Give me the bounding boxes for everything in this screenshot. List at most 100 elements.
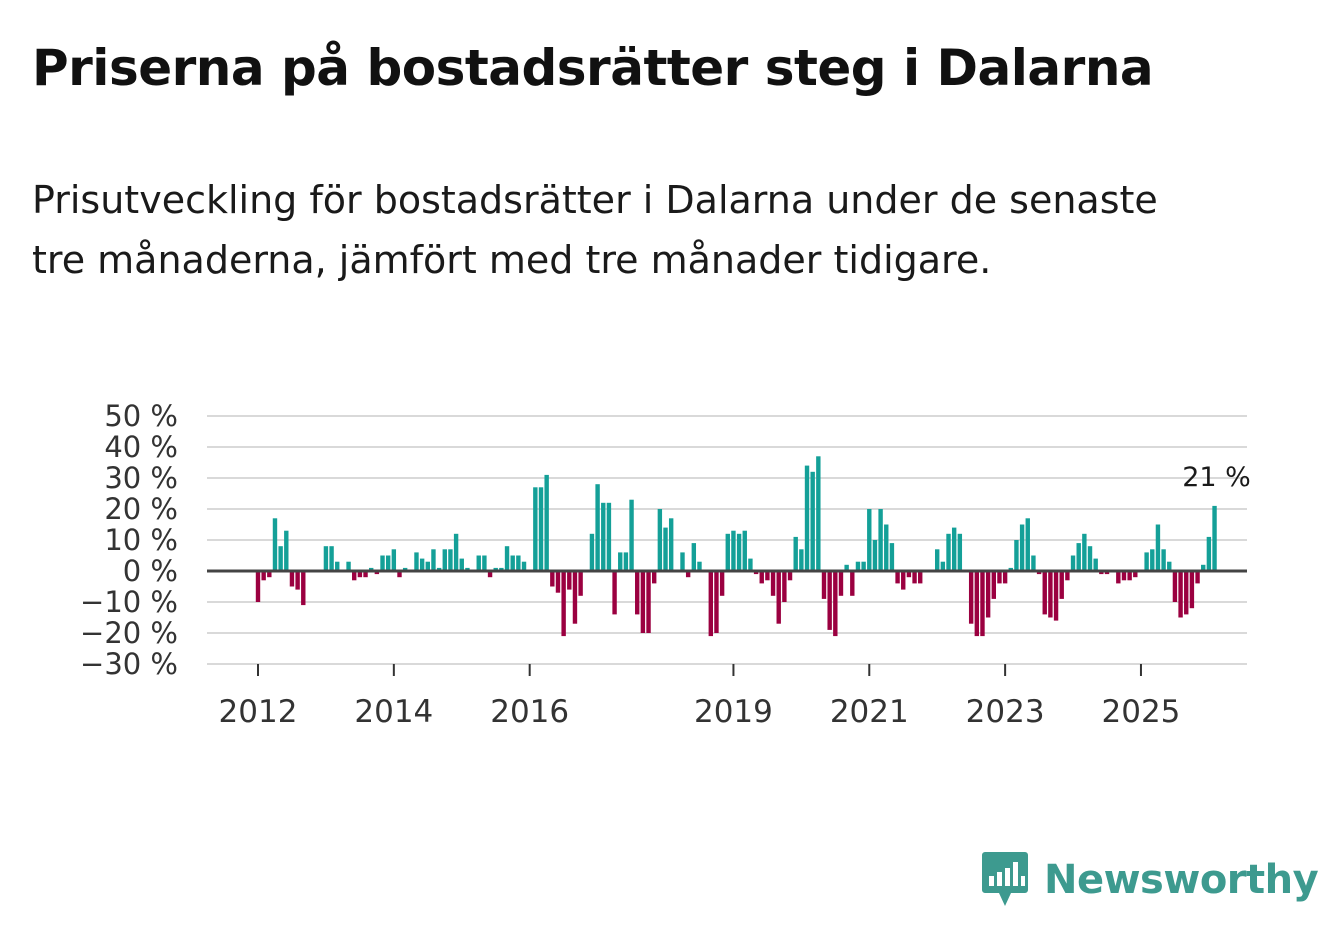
bar [521,561,527,571]
y-tick-label: 50 % [104,399,178,433]
bar [504,546,510,571]
bar [323,546,329,571]
bar [652,571,657,584]
bar [968,571,974,624]
bar [793,536,798,571]
bar [901,571,906,590]
bar [1155,524,1161,571]
x-axis-ticks: 2012 2014 2016 2019 2021 2023 2025 [219,664,1181,730]
bar [612,571,617,615]
bar [555,571,561,593]
bar [1059,571,1064,599]
bar [1178,571,1183,618]
bar [1189,571,1195,609]
bar [804,465,810,571]
annotations: 21 % [1182,462,1251,493]
bar [782,571,787,602]
bar [997,571,1002,584]
bar [844,564,849,571]
bar [550,571,555,587]
y-tick-label: −30 % [80,647,178,681]
bar [374,571,380,575]
bar [680,552,685,571]
bar [1008,567,1013,571]
bar [1099,571,1104,575]
bar [1195,571,1200,584]
y-tick-label: 10 % [104,523,178,557]
bar [476,555,481,571]
bar [1161,549,1166,571]
page-subtitle: Prisutveckling för bostadsrätter i Dalar… [32,178,1158,282]
bar [1127,571,1132,581]
bar [810,471,815,571]
bar [935,549,940,571]
bar [646,571,651,633]
bar [685,571,691,578]
bar [1144,552,1149,571]
bar [295,571,300,590]
bar [838,571,844,596]
bar [1201,564,1206,571]
bar [453,533,459,571]
bar [261,571,266,581]
bar [499,567,504,571]
x-tick-label: 2014 [354,694,433,730]
bar [776,571,781,624]
bar [1116,571,1121,584]
bar [951,527,957,571]
bar [1025,518,1030,571]
y-tick-label: −20 % [80,616,178,650]
bar [867,509,872,571]
bar [697,561,702,571]
bar [731,530,736,571]
bar [855,561,861,571]
bar [1082,533,1087,571]
bar [1121,571,1127,581]
bar [544,474,549,571]
bar [725,533,730,571]
bar [872,540,878,571]
bar [912,571,917,584]
bars [255,456,1217,637]
bar [346,561,351,571]
bar [884,524,889,571]
bar [719,571,725,596]
bar [742,530,747,571]
bar [357,571,363,578]
bar [578,571,583,596]
bar [267,571,272,578]
bar [946,533,951,571]
bar [352,571,357,581]
bar [419,558,425,571]
bar [878,509,883,571]
y-tick-label: −10 % [80,585,178,619]
bar [272,518,278,571]
bar [770,571,776,596]
newsworthy-logo-text: Newsworthy [1044,857,1319,903]
bar [442,549,447,571]
bar [572,571,578,624]
y-tick-label: 0 % [123,554,178,588]
bar [448,549,453,571]
bar [736,533,742,571]
x-tick-label: 2019 [694,694,773,730]
bar [1014,540,1019,571]
bar [510,555,515,571]
bar [618,552,623,571]
bar [957,533,963,571]
bar-chart: 50 %40 %30 %20 %10 %0 %−10 %−20 %−30 % 2… [80,399,1251,730]
bar [850,571,855,596]
bar [821,571,827,599]
bar [397,571,402,578]
bar [1036,571,1042,575]
bar [1184,571,1189,615]
bar [595,484,600,571]
bar [606,502,612,571]
bar [787,571,793,581]
bar [289,571,295,587]
x-tick-label: 2025 [1102,694,1181,730]
bar [629,499,634,571]
bar [980,571,985,637]
bar [759,571,764,584]
bar [1048,571,1053,618]
